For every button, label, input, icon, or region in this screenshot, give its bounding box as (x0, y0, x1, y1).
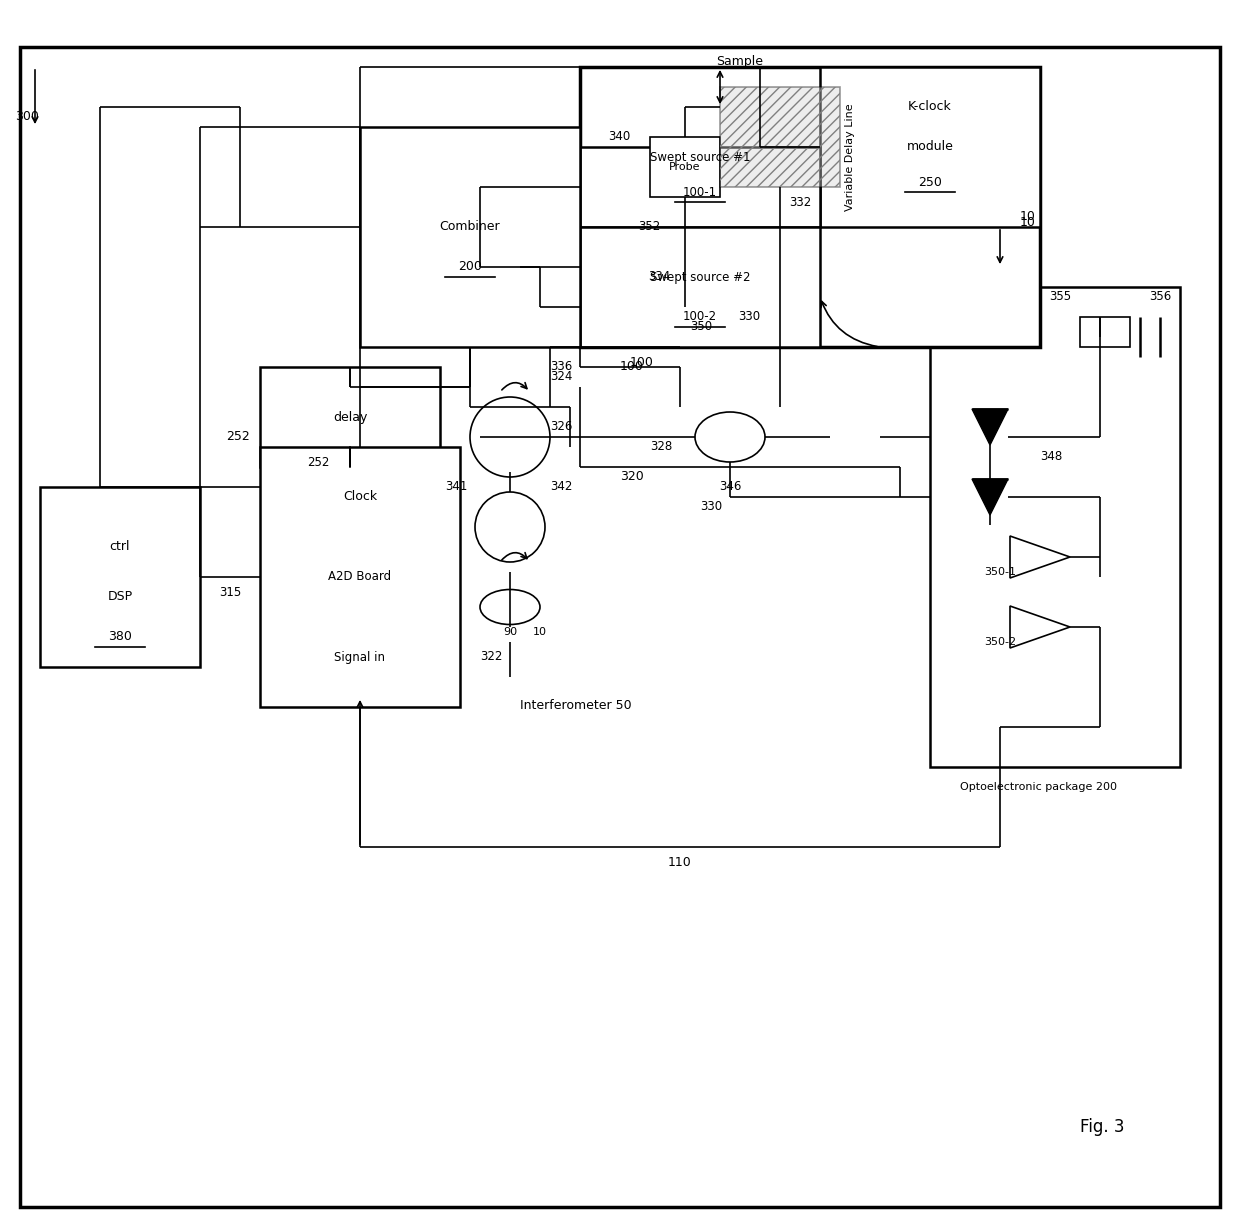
Text: 356: 356 (1149, 291, 1171, 303)
Text: 350-2: 350-2 (983, 637, 1016, 647)
Text: 332: 332 (789, 195, 811, 209)
Text: ctrl: ctrl (110, 541, 130, 553)
Text: module: module (906, 141, 954, 153)
Text: 250: 250 (918, 175, 942, 189)
Polygon shape (972, 479, 1008, 515)
Text: 300: 300 (15, 110, 38, 124)
FancyBboxPatch shape (720, 87, 839, 187)
Text: 342: 342 (551, 481, 573, 493)
Text: 348: 348 (1040, 450, 1063, 464)
Text: 334: 334 (647, 270, 670, 283)
Text: 340: 340 (608, 130, 630, 144)
Text: 315: 315 (219, 585, 241, 599)
FancyBboxPatch shape (40, 487, 200, 667)
FancyBboxPatch shape (360, 56, 1040, 728)
FancyBboxPatch shape (260, 367, 440, 467)
FancyBboxPatch shape (820, 67, 1040, 227)
Text: 320: 320 (620, 470, 644, 483)
Text: 10: 10 (1021, 211, 1035, 223)
Text: Combiner: Combiner (440, 221, 500, 233)
Text: 352: 352 (637, 221, 660, 233)
Text: 326: 326 (551, 421, 573, 433)
Text: 336: 336 (551, 361, 572, 373)
Text: 100-1: 100-1 (683, 185, 717, 199)
Text: 110: 110 (668, 855, 692, 869)
Text: K-clock: K-clock (908, 101, 952, 114)
Text: Sample: Sample (717, 55, 764, 69)
FancyBboxPatch shape (260, 447, 460, 707)
Text: 328: 328 (650, 440, 672, 454)
Text: Clock: Clock (343, 491, 377, 503)
Text: 90: 90 (503, 627, 517, 637)
Text: Signal in: Signal in (335, 650, 386, 664)
Text: 341: 341 (445, 481, 467, 493)
FancyBboxPatch shape (580, 147, 820, 227)
Text: 322: 322 (480, 650, 502, 664)
Text: A2D Board: A2D Board (329, 571, 392, 584)
Text: 330: 330 (701, 501, 722, 514)
Text: 355: 355 (1049, 291, 1071, 303)
Text: 350: 350 (689, 320, 712, 334)
Text: 346: 346 (719, 481, 742, 493)
Text: Swept source #2: Swept source #2 (650, 270, 750, 283)
Text: 252: 252 (226, 431, 250, 443)
FancyBboxPatch shape (20, 47, 1220, 1207)
Text: 252: 252 (308, 455, 330, 469)
Text: 324: 324 (551, 371, 573, 384)
Text: Optoelectronic package 200: Optoelectronic package 200 (960, 782, 1117, 791)
Text: Swept source #1: Swept source #1 (650, 151, 750, 163)
Text: 330: 330 (738, 310, 760, 324)
FancyBboxPatch shape (580, 67, 1040, 347)
FancyBboxPatch shape (360, 128, 580, 347)
Text: 380: 380 (108, 631, 131, 643)
Text: 10: 10 (533, 627, 547, 637)
FancyBboxPatch shape (1080, 317, 1130, 347)
Text: DSP: DSP (108, 590, 133, 604)
Text: 100-2: 100-2 (683, 310, 717, 324)
Text: Interferometer 50: Interferometer 50 (520, 699, 631, 712)
Text: Probe: Probe (670, 162, 701, 172)
Text: Fig. 3: Fig. 3 (1080, 1118, 1125, 1136)
FancyBboxPatch shape (900, 256, 1200, 807)
Text: Variable Delay Line: Variable Delay Line (844, 103, 856, 211)
Polygon shape (972, 409, 1008, 445)
FancyBboxPatch shape (650, 137, 720, 198)
Text: 100: 100 (630, 356, 653, 368)
Text: 350-1: 350-1 (985, 567, 1016, 577)
Text: delay: delay (332, 411, 367, 423)
Text: 200: 200 (458, 260, 482, 274)
FancyBboxPatch shape (580, 227, 820, 347)
Text: 100: 100 (620, 361, 644, 373)
Text: 10: 10 (1021, 216, 1035, 228)
FancyBboxPatch shape (930, 287, 1180, 767)
